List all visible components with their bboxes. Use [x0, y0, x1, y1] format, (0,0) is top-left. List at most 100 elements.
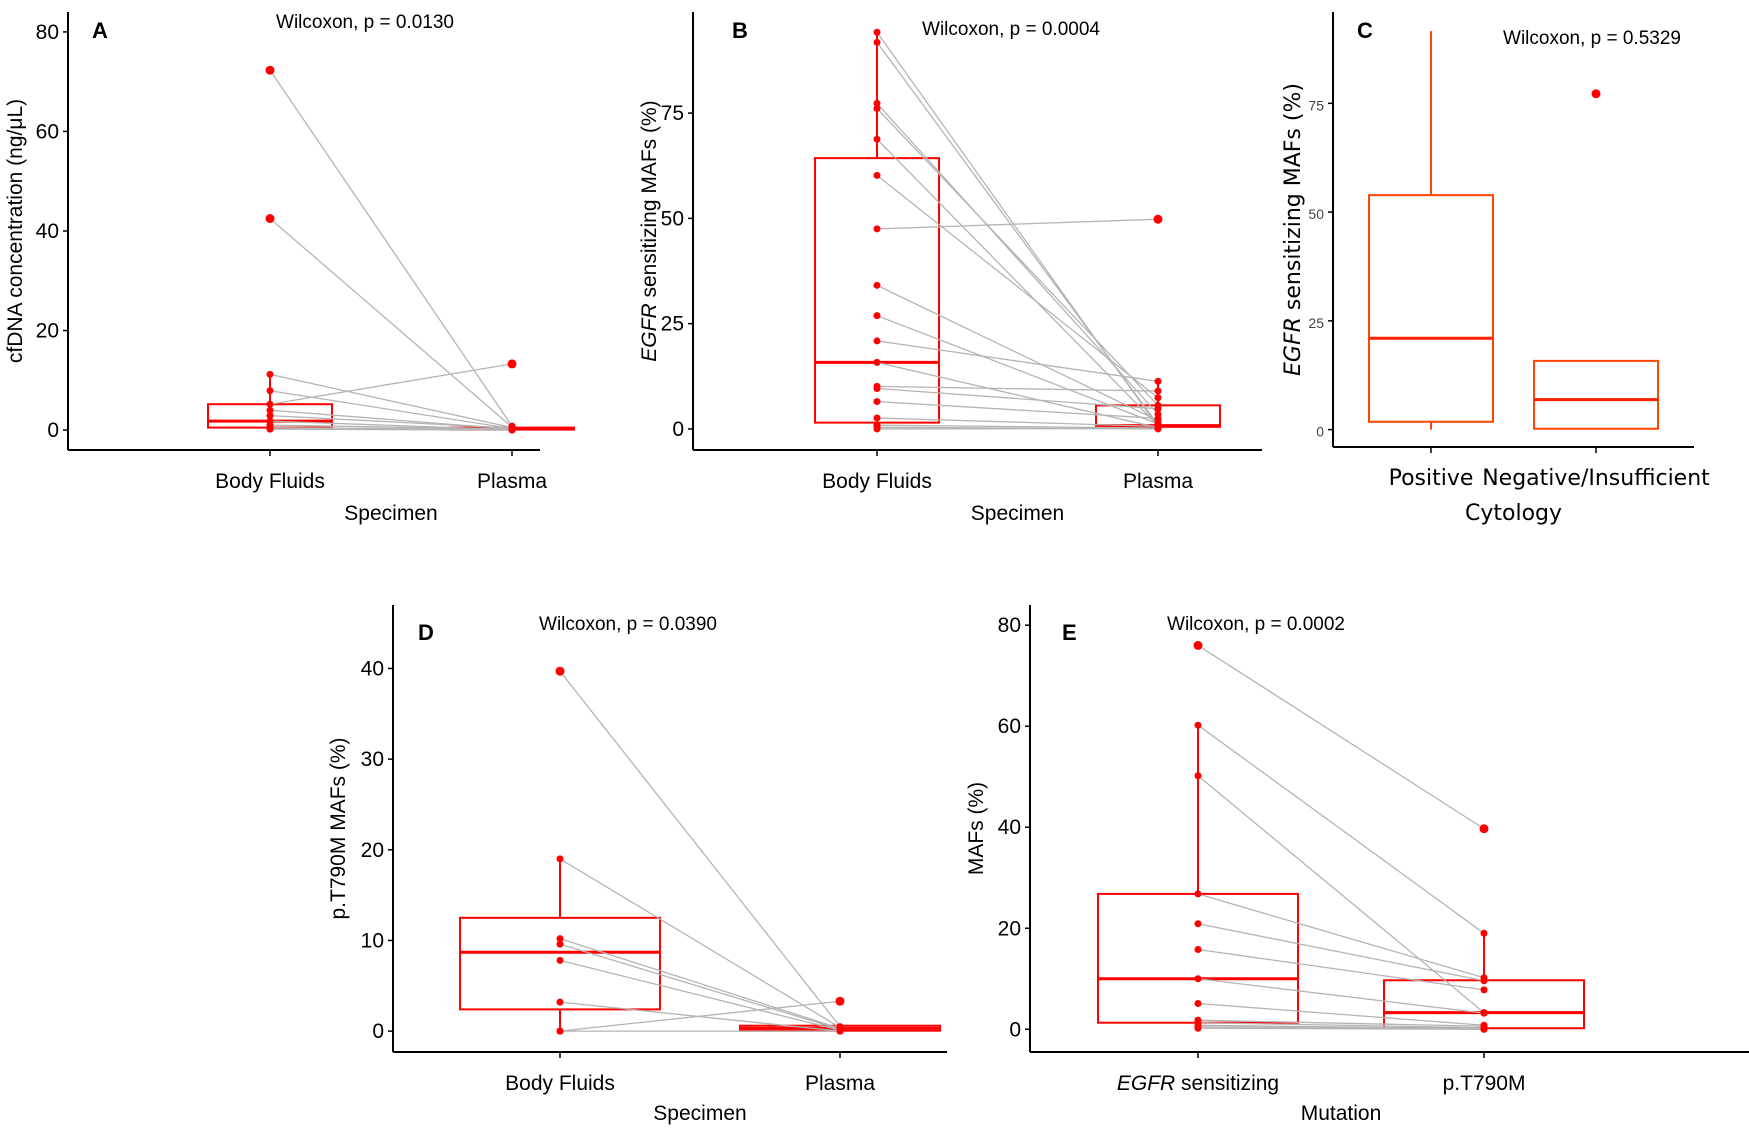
pair-line: [559, 1000, 841, 1032]
y-axis-title-text: p.T790M MAFs (%): [327, 737, 350, 919]
y-axis-title: EGFR sensitizing MAFs (%): [638, 100, 661, 361]
data-point: [873, 398, 881, 406]
x-axis-title: Specimen: [653, 1102, 746, 1125]
y-tick-label: 20: [36, 320, 59, 343]
outlier-point: [1479, 824, 1489, 834]
x-tick-label: Positive: [1389, 466, 1474, 491]
panel-c: 0 25 50 75 Positive Negative/Insufficient Cyto…: [1281, 12, 1710, 526]
pair-line: [269, 373, 513, 429]
data-point: [1194, 1000, 1202, 1008]
y-tick-label: 10: [361, 929, 384, 952]
pair-line: [1197, 1027, 1485, 1030]
wilcoxon-annotation: Wilcoxon, p = 0.0130: [276, 12, 454, 33]
pair-line: [269, 363, 513, 405]
x-tick-label-text: Plasma: [1123, 470, 1193, 493]
data-point: [266, 425, 274, 433]
pair-line: [269, 415, 513, 429]
pair-line: [876, 107, 1159, 406]
box-iqr: [459, 916, 661, 1011]
data-point: [873, 281, 881, 289]
panel-letter: D: [418, 620, 434, 645]
pair-line: [876, 218, 1159, 230]
y-tick-label: 50: [1308, 206, 1324, 222]
data-point: [266, 400, 274, 408]
data-point: [556, 956, 564, 964]
x-axis-title: Specimen: [344, 502, 437, 525]
pair-line: [1197, 1022, 1485, 1029]
x-tick-label: Negative/Insufficient: [1482, 466, 1710, 491]
pair-line: [1197, 923, 1485, 982]
x-tick-label: p.T790M: [1443, 1072, 1526, 1095]
data-point: [873, 171, 881, 179]
y-axis-title-text: cfDNA concentration (ng/μL): [4, 99, 27, 363]
pair-line: [269, 218, 513, 428]
x-tick-label-text: Body Fluids: [822, 470, 932, 493]
panel-b: 0 25 50 75 Body Fluids Plasma Specimen EGFR sen…: [638, 12, 1262, 525]
pair-line: [269, 69, 513, 427]
data-point: [1480, 986, 1488, 994]
data-point: [873, 312, 881, 320]
panel-a: 0 20 40 60 80 Body Fluids Plasma Specimen cfDNA …: [4, 12, 575, 525]
y-axis-title-italic: EGFR: [638, 303, 661, 361]
pair-line: [876, 400, 1159, 420]
y-tick-label: 40: [36, 220, 59, 243]
data-point: [266, 406, 274, 414]
pair-line: [876, 284, 1159, 422]
pair-line: [1197, 644, 1485, 830]
outlier-point: [265, 65, 275, 75]
pair-line: [876, 340, 1159, 382]
pair-line: [1197, 775, 1485, 1014]
x-tick-label: Plasma: [477, 470, 547, 493]
outlier-point: [1193, 640, 1203, 650]
x-tick-label: EGFR sensitizing: [1117, 1072, 1279, 1095]
pair-line: [269, 428, 513, 431]
y-axis-title: cfDNA concentration (ng/μL): [4, 99, 27, 363]
pair-line: [876, 138, 1159, 427]
pair-line: [876, 424, 1159, 429]
y-axis-title-text: sensitizing MAFs (%): [1281, 83, 1306, 317]
x-axis-title: Mutation: [1301, 1102, 1382, 1125]
panel-letter: B: [732, 18, 748, 43]
x-tick-label: Body Fluids: [215, 470, 325, 493]
outlier-point: [835, 996, 845, 1006]
y-tick-label: 20: [998, 917, 1021, 940]
panel-letter: A: [92, 18, 108, 43]
data-point: [1154, 377, 1162, 385]
outlier-point: [265, 214, 275, 224]
x-tick-label-text: Body Fluids: [215, 470, 325, 493]
data-point: [266, 370, 274, 378]
data-point: [873, 385, 881, 393]
y-tick-label: 0: [372, 1020, 384, 1043]
pair-line: [1197, 1002, 1485, 1026]
x-tick-label: Body Fluids: [822, 470, 932, 493]
data-point: [873, 99, 881, 107]
data-point: [556, 998, 564, 1006]
y-tick-label: 0: [47, 419, 59, 442]
y-tick-label: 25: [661, 313, 684, 336]
y-axis-title-text: sensitizing MAFs (%): [638, 100, 661, 303]
pair-line: [1197, 948, 1485, 991]
data-point: [556, 935, 564, 943]
x-tick-label: Body Fluids: [505, 1072, 615, 1095]
data-point: [1154, 405, 1162, 413]
data-point: [1194, 721, 1202, 729]
data-point: [266, 412, 274, 420]
y-tick-label: 25: [1308, 315, 1324, 331]
y-tick-label: 30: [361, 748, 384, 771]
pair-line: [876, 385, 1159, 392]
pair-line: [876, 361, 1159, 429]
data-point: [1154, 394, 1162, 402]
data-point: [873, 135, 881, 143]
pair-line: [1197, 1019, 1485, 1027]
pair-line: [876, 174, 1159, 399]
data-point: [556, 1027, 564, 1035]
y-tick-label: 0: [672, 418, 684, 441]
pair-line: [559, 938, 841, 1030]
pair-line: [1197, 724, 1485, 934]
data-point: [1154, 387, 1162, 395]
data-point: [1480, 1025, 1488, 1033]
boxplot-second: [1533, 359, 1659, 430]
wilcoxon-annotation: Wilcoxon, p = 0.5329: [1503, 28, 1681, 49]
